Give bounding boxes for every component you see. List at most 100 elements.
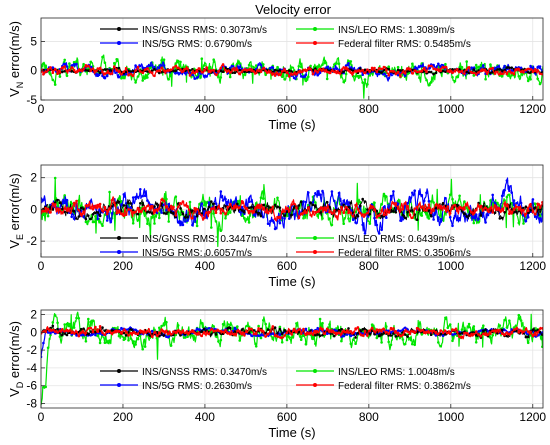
panel-1-series-point-ins-leo [262, 63, 265, 66]
panel-2-series-point-ins-5g [63, 201, 66, 205]
panel-1-series-point-federal-filter [531, 70, 535, 74]
panel-2-series-point-federal-filter [453, 204, 457, 207]
panel-2-series-point-ins-5g [382, 205, 386, 209]
panel-3-series-point-ins-gnss [129, 328, 133, 331]
panel-3-y-tick-label: 2 [30, 307, 37, 321]
panel-1-series-point-ins-gnss [432, 72, 435, 76]
panel-3-legend-marker-ins-5g [117, 383, 121, 387]
panel-2-y-tick-label: 0 [30, 202, 37, 216]
panel-2-series-point-ins-gnss [406, 210, 409, 214]
panel-2-series-point-ins-leo [448, 193, 452, 197]
panel-1-series-point-ins-gnss [84, 69, 88, 72]
panel-3-series-point-ins-leo [131, 340, 135, 343]
panel-1-series-point-ins-gnss [233, 71, 237, 75]
panel-3-y-axis-label: VD error(m/s) [7, 321, 25, 397]
panel-1-series-point-federal-filter [87, 64, 90, 68]
panel-3-y-axis-label-main: V [7, 388, 22, 397]
panel-2-series-point-federal-filter [129, 209, 133, 212]
panel-3-series-point-federal-filter [233, 332, 237, 336]
panel-3-series-point-federal-filter [316, 330, 320, 334]
panel-2-series-point-federal-filter [283, 210, 286, 213]
panel-1-series-point-ins-5g [70, 64, 73, 67]
panel-1-series-point-federal-filter [489, 67, 492, 71]
panel-2-x-tick-label: 800 [359, 259, 379, 273]
panel-3-series-point-federal-filter [392, 327, 395, 330]
panel-3-series-point-federal-filter [472, 332, 476, 336]
panel-3-series-point-ins-gnss [226, 326, 230, 330]
panel-1-series-point-federal-filter [524, 68, 528, 72]
panel-3-series-point-federal-filter [72, 331, 76, 335]
panel-3-series-point-ins-leo [165, 320, 168, 324]
panel-3-legend-rms-ins-leo: RMS: 1.0048m/s [380, 367, 454, 378]
panel-3-series-point-ins-5g [453, 332, 457, 336]
panel-3-series-point-ins-leo [228, 323, 232, 327]
panel-3-series-point-federal-filter [534, 331, 537, 335]
panel-2-series-point-ins-gnss [146, 210, 149, 214]
panel-3-series-point-federal-filter [519, 329, 523, 333]
panel-1-series-point-federal-filter [486, 70, 490, 74]
panel-3-series-point-ins-leo [193, 337, 196, 340]
panel-3-series-point-federal-filter [295, 330, 298, 334]
panel-2-series-point-federal-filter [273, 217, 277, 221]
panel-1-legend-label-ins-gnss: INS/GNSS RMS: 0.3073m/s [142, 25, 267, 36]
panel-1-series-point-federal-filter [522, 71, 525, 74]
panel-3-series-point-federal-filter [158, 331, 161, 334]
panel-2-series-point-ins-leo [359, 201, 362, 204]
panel-1-series-point-ins-5g [387, 77, 391, 80]
panel-1-series-point-federal-filter [505, 72, 509, 76]
panel-3-series-point-ins-gnss [484, 328, 487, 331]
panel-3-series-point-ins-leo [280, 341, 284, 344]
panel-1-plot-area [41, 18, 543, 100]
panel-1-legend-name-federal-filter: Federal filter [338, 39, 394, 50]
panel-2-series-point-ins-5g [273, 227, 277, 231]
panel-3-series-point-ins-leo [49, 333, 52, 337]
panel-1-series-point-ins-5g [271, 66, 275, 69]
panel-3-series-point-federal-filter [110, 331, 114, 335]
panel-1-series-point-ins-gnss [510, 66, 513, 69]
panel-2-series-point-federal-filter [519, 208, 523, 212]
panel-1-series-point-federal-filter [368, 69, 372, 73]
panel-1-y-axis-label: VN error(m/s) [7, 21, 25, 97]
panel-2-series-point-ins-leo [174, 195, 178, 198]
panel-2-series-point-federal-filter [276, 215, 279, 219]
panel-2-series-point-ins-gnss [375, 209, 379, 213]
panel-1-series-point-federal-filter [250, 69, 253, 72]
panel-1-series-point-ins-leo [238, 62, 241, 65]
panel-2-series-point-ins-gnss [363, 200, 367, 203]
panel-2-series-point-ins-5g [141, 194, 144, 198]
panel-3-x-tick-label: 200 [113, 410, 133, 424]
panel-1-series-point-federal-filter [205, 66, 208, 69]
panel-2-series-point-federal-filter [531, 210, 535, 214]
panel-1-series-point-ins-leo [325, 77, 329, 81]
panel-2-series-point-ins-gnss [77, 215, 81, 218]
panel-1-y-axis-label-sub: N [15, 82, 25, 89]
panel-1-series-point-federal-filter [231, 68, 234, 71]
panel-1-series-point-ins-gnss [98, 71, 102, 74]
panel-2-series-point-federal-filter [250, 209, 253, 213]
panel-3-series-point-ins-5g [89, 334, 92, 337]
panel-3-series-point-ins-leo [65, 322, 69, 326]
panel-2-series-point-federal-filter [467, 206, 471, 210]
panel-1-series-point-ins-leo [219, 76, 223, 79]
panel-3-series-point-federal-filter [65, 329, 69, 333]
panel-1-series-point-ins-gnss [103, 68, 107, 71]
panel-3-series-point-ins-5g [278, 333, 282, 337]
panel-3-series-point-ins-gnss [124, 334, 128, 337]
panel-2-series-point-ins-leo [202, 203, 206, 207]
panel-2-series-point-ins-5g [311, 201, 315, 204]
panel-1-series-point-federal-filter [70, 66, 73, 69]
panel-1-series-point-federal-filter [328, 71, 331, 75]
panel-1-series-point-federal-filter [292, 72, 296, 75]
panel-2-series-point-ins-5g [214, 202, 218, 205]
panel-2-series-point-ins-leo [314, 201, 317, 204]
panel-1-series-point-ins-leo [321, 63, 324, 66]
panel-1-legend-marker-ins-leo [313, 27, 317, 31]
panel-3-series-point-ins-gnss [541, 333, 543, 336]
panel-3-series-point-federal-filter [448, 332, 452, 336]
panel-3-x-axis-label: Time (s) [268, 425, 315, 440]
panel-3-series-point-federal-filter [479, 335, 483, 338]
panel-2-legend-label-ins-gnss: INS/GNSS RMS: 0.3447m/s [142, 234, 267, 245]
panel-3-series-point-ins-leo [385, 325, 388, 328]
panel-1-series-point-federal-filter [252, 70, 256, 73]
panel-2-series-point-federal-filter [193, 206, 196, 210]
